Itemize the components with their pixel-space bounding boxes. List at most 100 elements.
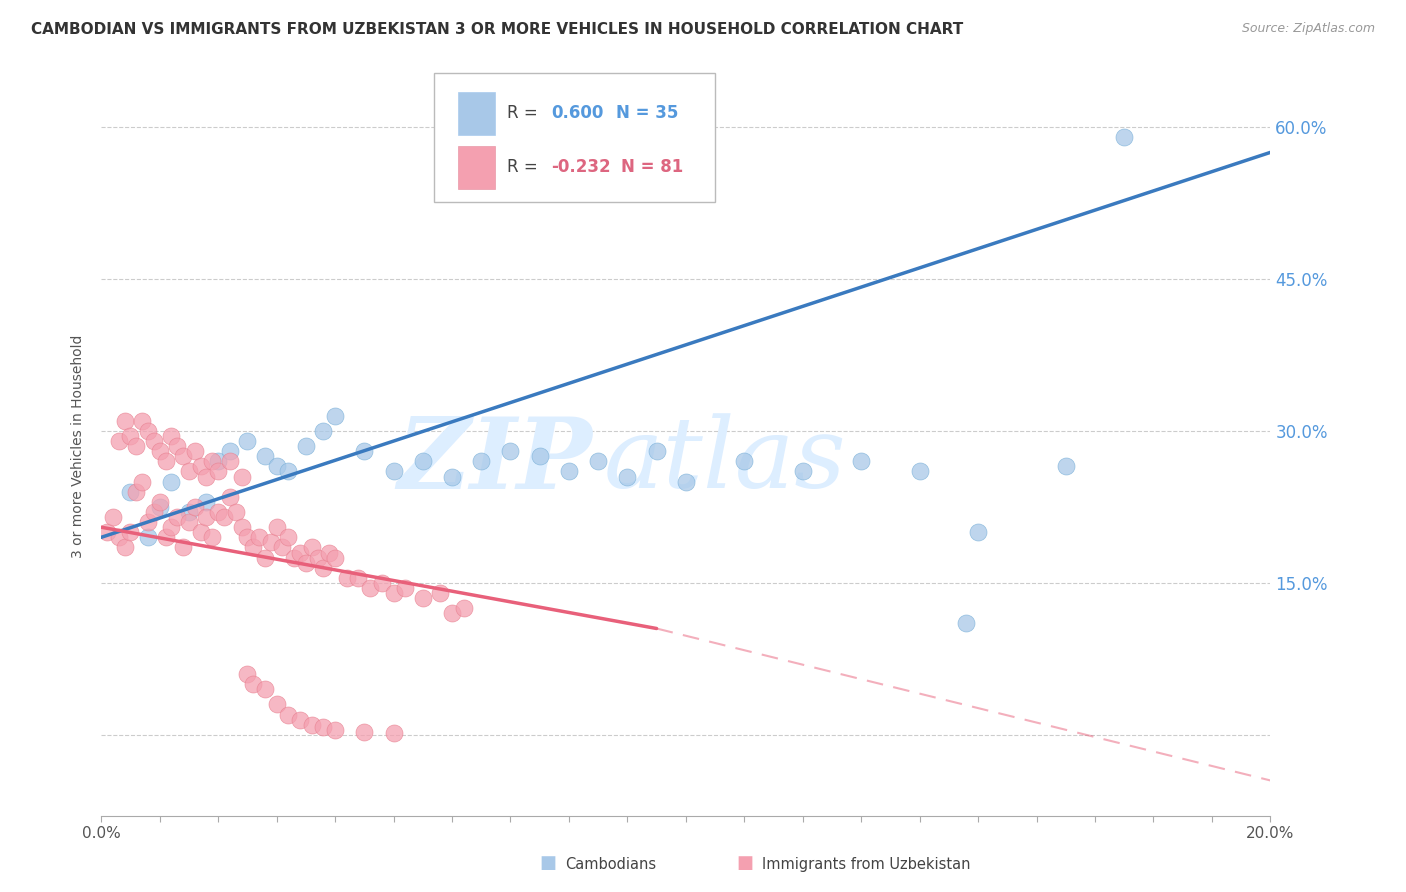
Point xyxy=(101,510,124,524)
Point xyxy=(218,444,240,458)
Point xyxy=(312,424,335,438)
Point xyxy=(125,484,148,499)
Point xyxy=(266,520,288,534)
Point xyxy=(429,586,451,600)
Point xyxy=(242,677,264,691)
FancyBboxPatch shape xyxy=(458,92,495,136)
Point xyxy=(160,429,183,443)
Point xyxy=(253,450,276,464)
Y-axis label: 3 or more Vehicles in Household: 3 or more Vehicles in Household xyxy=(72,334,86,558)
Point xyxy=(307,550,329,565)
Point xyxy=(155,454,177,468)
Point xyxy=(114,541,136,555)
Point xyxy=(195,510,218,524)
Point xyxy=(218,454,240,468)
Text: Cambodians: Cambodians xyxy=(565,857,657,872)
Point xyxy=(131,475,153,489)
Point xyxy=(347,571,370,585)
FancyBboxPatch shape xyxy=(434,73,716,202)
Point xyxy=(177,515,200,529)
Point xyxy=(236,530,259,544)
Point xyxy=(849,454,872,468)
Point xyxy=(266,698,288,712)
Text: R =: R = xyxy=(508,104,543,122)
Point xyxy=(277,530,299,544)
Point xyxy=(288,545,311,559)
Point xyxy=(271,541,294,555)
Point xyxy=(529,450,551,464)
Point xyxy=(207,505,229,519)
Point xyxy=(792,465,814,479)
Point xyxy=(201,530,224,544)
Point xyxy=(96,525,118,540)
Point xyxy=(440,469,463,483)
Point xyxy=(231,469,253,483)
Point xyxy=(120,484,142,499)
Point xyxy=(312,720,335,734)
Point xyxy=(733,454,755,468)
Point xyxy=(295,556,318,570)
Point xyxy=(155,530,177,544)
Point xyxy=(253,682,276,697)
Point xyxy=(955,616,977,631)
Text: atlas: atlas xyxy=(605,413,846,508)
Point xyxy=(616,469,638,483)
Point xyxy=(212,510,235,524)
Point xyxy=(382,726,405,740)
Point xyxy=(190,525,212,540)
Point xyxy=(149,444,172,458)
Point xyxy=(277,465,299,479)
Point xyxy=(336,571,359,585)
Point xyxy=(247,530,270,544)
Point xyxy=(301,541,323,555)
Point xyxy=(136,515,159,529)
Point xyxy=(195,469,218,483)
Point xyxy=(190,459,212,474)
Point xyxy=(453,601,475,615)
Point xyxy=(142,434,165,448)
Point xyxy=(253,550,276,565)
Point xyxy=(1114,130,1136,145)
Point xyxy=(353,724,375,739)
Point xyxy=(160,475,183,489)
Point xyxy=(242,541,264,555)
Point xyxy=(114,414,136,428)
Point xyxy=(266,459,288,474)
Point xyxy=(184,444,207,458)
Point xyxy=(586,454,609,468)
Point xyxy=(218,490,240,504)
Point xyxy=(166,510,188,524)
Point xyxy=(382,465,405,479)
Point xyxy=(207,454,229,468)
Point xyxy=(107,434,129,448)
Point xyxy=(371,575,394,590)
Text: ■: ■ xyxy=(737,855,754,872)
Point xyxy=(172,450,194,464)
Text: N = 81: N = 81 xyxy=(621,159,683,177)
Point xyxy=(136,424,159,438)
Point xyxy=(312,560,335,574)
Point xyxy=(283,550,305,565)
Point xyxy=(207,465,229,479)
Text: ZIP: ZIP xyxy=(398,413,592,509)
Point xyxy=(470,454,492,468)
Point xyxy=(172,541,194,555)
Point xyxy=(142,505,165,519)
Point xyxy=(236,434,259,448)
Point xyxy=(301,717,323,731)
Text: R =: R = xyxy=(508,159,543,177)
Point xyxy=(149,500,172,514)
Point xyxy=(260,535,283,549)
Point xyxy=(107,530,129,544)
Point xyxy=(288,713,311,727)
Point xyxy=(136,530,159,544)
Point xyxy=(277,707,299,722)
Point xyxy=(295,439,318,453)
Point xyxy=(195,495,218,509)
Point xyxy=(323,550,346,565)
FancyBboxPatch shape xyxy=(458,145,495,189)
Point xyxy=(236,667,259,681)
Point xyxy=(177,505,200,519)
Text: -0.232: -0.232 xyxy=(551,159,612,177)
Text: 0.600: 0.600 xyxy=(551,104,603,122)
